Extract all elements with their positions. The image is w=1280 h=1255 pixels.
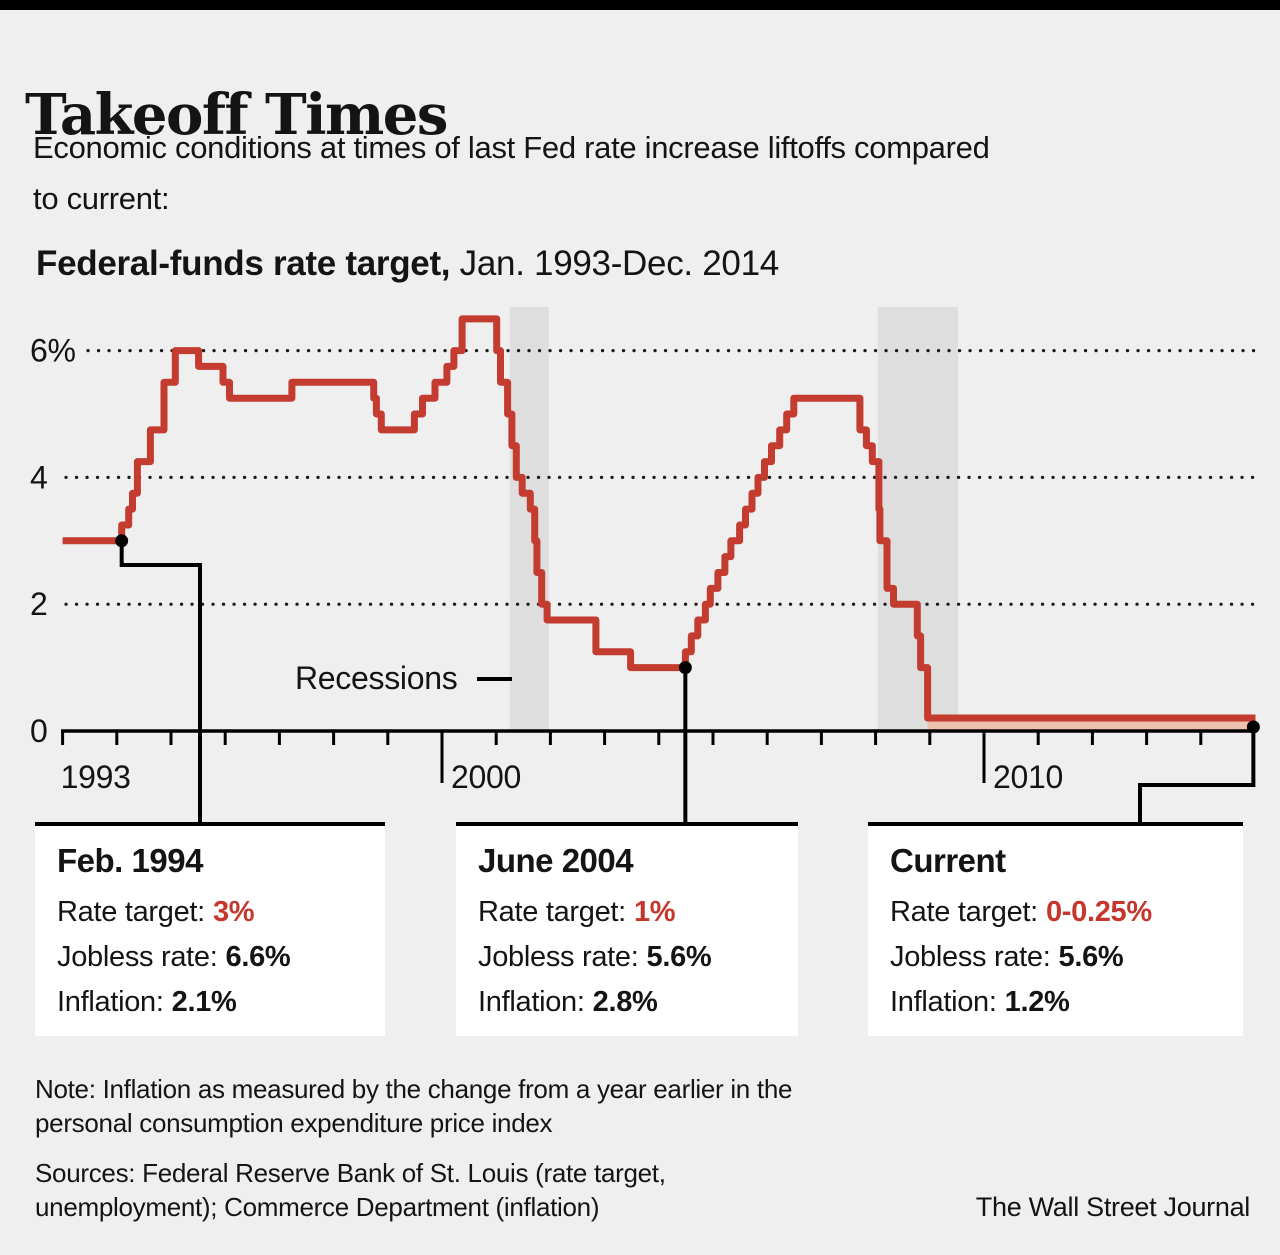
y-tick-label: 2 [30, 586, 48, 622]
page-title: Takeoff Times [25, 81, 448, 148]
x-tick-label: 1993 [61, 759, 131, 795]
row-label: Jobless rate: [478, 941, 639, 973]
row-value: 3% [212, 896, 255, 928]
sources: Sources: Federal Reserve Bank of St. Lou… [35, 1156, 666, 1224]
row-value: 6.6% [225, 941, 291, 973]
row-value: 1.2% [1004, 986, 1070, 1018]
row-value: 1% [633, 896, 676, 928]
row-value: 2.8% [592, 986, 658, 1018]
chart-title-bold: Federal-funds rate target, [36, 244, 451, 283]
callout-feb-1994: Feb. 1994 Rate target: 3% Jobless rate: 6.… [35, 822, 385, 1036]
callout-connector [1138, 727, 1256, 824]
row-label: Jobless rate: [890, 941, 1051, 973]
row-value: 0-0.25% [1045, 896, 1152, 928]
subtitle-line-1: Economic conditions at times of last Fed… [33, 130, 990, 165]
sources-line-1: Sources: Federal Reserve Bank of St. Lou… [35, 1158, 666, 1188]
footnote-line-1: Note: Inflation as measured by the chang… [35, 1074, 793, 1104]
chart-title: Federal-funds rate target, Jan. 1993-Dec… [36, 244, 779, 284]
page-subtitle: Economic conditions at times of last Fed… [33, 122, 990, 224]
row-value: 5.6% [646, 941, 712, 973]
footnote: Note: Inflation as measured by the chang… [35, 1072, 792, 1140]
callout-connector [119, 540, 202, 824]
row-value: 2.1% [171, 986, 237, 1018]
recession-band [509, 307, 549, 731]
callout-row-rate-target: Rate target: 1% [478, 890, 798, 935]
zero-rate-fill [927, 718, 1256, 730]
y-tick-label: 4 [30, 459, 48, 495]
callout-row-rate-target: Rate target: 3% [57, 890, 385, 935]
x-tick-label: 2010 [993, 759, 1063, 795]
row-label: Jobless rate: [57, 941, 218, 973]
publication-credit: The Wall Street Journal [975, 1192, 1251, 1222]
recessions-callout-line [477, 677, 512, 681]
chart-title-period: Jan. 1993-Dec. 2014 [450, 244, 780, 283]
callout-row-jobless-rate: Jobless rate: 6.6% [57, 935, 385, 980]
callout-row-jobless-rate: Jobless rate: 5.6% [890, 935, 1243, 980]
callout-row-inflation: Inflation: 2.1% [57, 980, 385, 1025]
callout-june-2004: June 2004 Rate target: 1% Jobless rate: 5.… [456, 822, 798, 1036]
row-label: Rate target: [890, 896, 1038, 928]
top-black-bar [0, 0, 1280, 10]
recessions-label: Recessions [295, 660, 458, 696]
callout-current: Current Rate target: 0-0.25% Jobless rate… [868, 822, 1243, 1036]
callout-title: Current [890, 842, 1006, 879]
anchor-dot [678, 661, 692, 675]
row-label: Inflation: [478, 986, 585, 1018]
row-label: Inflation: [57, 986, 164, 1018]
row-label: Inflation: [890, 986, 997, 1018]
callout-title: June 2004 [478, 842, 634, 879]
rate-line [62, 315, 1256, 722]
footnote-line-2: personal consumption expenditure price i… [35, 1108, 553, 1138]
y-tick-label: 6% [30, 333, 76, 369]
row-value: 5.6% [1058, 941, 1124, 973]
subtitle-line-2: to current: [33, 181, 170, 216]
y-tick-label: 0 [30, 713, 48, 749]
row-label: Rate target: [478, 896, 626, 928]
anchor-dot [115, 534, 129, 548]
row-label: Rate target: [57, 896, 205, 928]
callout-row-inflation: Inflation: 2.8% [478, 980, 798, 1025]
sources-line-2: unemployment); Commerce Department (infl… [35, 1192, 600, 1222]
callout-row-rate-target: Rate target: 0-0.25% [890, 890, 1243, 935]
x-tick-label: 2000 [451, 759, 521, 795]
callout-row-inflation: Inflation: 1.2% [890, 980, 1243, 1025]
callout-row-jobless-rate: Jobless rate: 5.6% [478, 935, 798, 980]
callout-title: Feb. 1994 [57, 842, 203, 879]
anchor-dot [1246, 720, 1260, 734]
